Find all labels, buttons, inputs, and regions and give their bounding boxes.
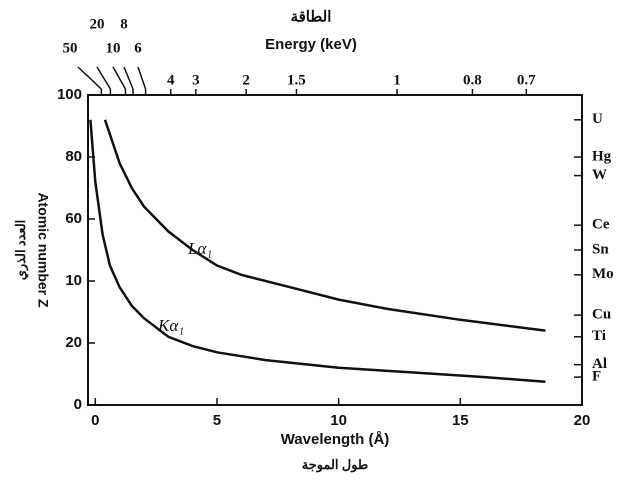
y-tick-label: 10 — [65, 272, 82, 289]
y2-tick-label: W — [592, 167, 607, 183]
x2-tick-label: 20 — [90, 16, 105, 32]
curve — [89, 119, 546, 384]
x2-leader — [137, 66, 147, 90]
x2-tick-label: 2 — [242, 72, 250, 88]
x2-tick-label: 0.8 — [463, 72, 482, 88]
y2-tick-label: Sn — [592, 241, 609, 257]
x-axis-title: Wavelength (Å) — [281, 431, 390, 448]
series-label: Lα₁ — [187, 239, 212, 258]
top-axis-title-ar: الطاقة — [291, 9, 332, 25]
y2-tick-label: Ce — [592, 217, 610, 233]
y2-tick-label: U — [592, 111, 603, 127]
x2-tick-label: 50 — [63, 40, 78, 56]
y-axis-title: Atomic number Z — [35, 192, 51, 308]
y-tick-label: 60 — [65, 210, 82, 227]
x2-tick-label: 1.5 — [287, 72, 306, 88]
y2-tick-label: Hg — [592, 148, 612, 164]
y-tick-label: 100 — [57, 86, 82, 103]
y2-tick-label: Cu — [592, 307, 611, 323]
y2-tick-label: F — [592, 369, 601, 385]
y-tick-label: 80 — [65, 148, 82, 165]
x2-tick-label: 10 — [106, 40, 121, 56]
y-axis-title-ar: العدد الذري — [13, 220, 29, 281]
x2-leader — [123, 66, 134, 90]
y-tick-label: 20 — [65, 334, 82, 351]
x-axis-title-ar: طول الموجة — [302, 457, 369, 473]
y2-tick-label: Mo — [592, 266, 614, 282]
curve — [103, 119, 546, 332]
x-tick-label: 15 — [452, 412, 469, 429]
y-tick-label: 0 — [74, 396, 82, 413]
x-tick-label: 10 — [330, 412, 347, 429]
x2-leader — [77, 66, 102, 90]
x2-leader — [96, 66, 112, 90]
y2-tick-label: Al — [592, 356, 607, 372]
x-tick-label: 0 — [91, 412, 99, 429]
top-axis-title: Energy (keV) — [265, 36, 357, 53]
y2-tick-label: Ti — [592, 328, 606, 344]
x2-tick-label: 6 — [134, 40, 142, 56]
x-tick-label: 5 — [213, 412, 221, 429]
x2-tick-label: 8 — [120, 16, 128, 32]
x2-tick-label: 3 — [192, 72, 200, 88]
x-tick-label: 20 — [574, 412, 591, 429]
x2-tick-label: 0.7 — [517, 72, 536, 88]
x2-tick-label: 1 — [393, 72, 401, 88]
x2-leader — [112, 66, 127, 90]
series-label: Kα₁ — [157, 316, 184, 335]
x2-tick-label: 4 — [167, 72, 175, 88]
